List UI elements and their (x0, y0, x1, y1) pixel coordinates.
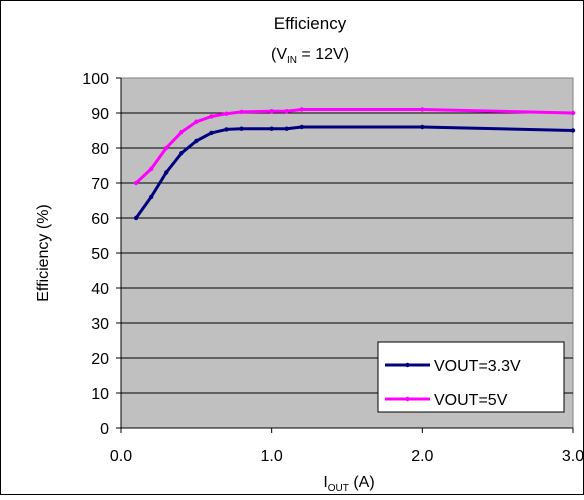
series-point-vout-3-3v-4 (194, 138, 199, 144)
subtitle-suffix: = 12V) (297, 46, 349, 63)
y-tick-label-90: 90 (91, 106, 109, 123)
series-point-vout-3-3v-11 (420, 124, 425, 130)
chart-subtitle: (VIN = 12V) (271, 46, 349, 66)
x-label-subscript: OUT (328, 483, 349, 494)
series-point-vout-5v-5 (209, 114, 214, 119)
legend-marker-vout-3-3v (405, 362, 410, 368)
legend: VOUT=3.3V VOUT=5V (377, 341, 565, 413)
series-point-vout-5v-6 (224, 111, 229, 116)
y-tick-label-0: 0 (100, 421, 109, 438)
subtitle-prefix: (V (271, 46, 287, 63)
series-point-vout-5v-8 (269, 109, 274, 114)
y-tick-label-70: 70 (91, 176, 109, 193)
x-axis-label: IOUT (A) (323, 474, 374, 494)
series-point-vout-5v-7 (239, 109, 244, 115)
x-tick-label-0: 0.0 (110, 448, 132, 465)
series-point-vout-5v-4 (194, 119, 199, 124)
series-point-vout-3-3v-9 (284, 126, 289, 131)
legend-marker-vout-5v (405, 396, 410, 402)
series-point-vout-5v-10 (299, 107, 304, 112)
y-tick-label-100: 100 (82, 71, 109, 88)
y-axis-label: Efficiency (%) (35, 204, 52, 302)
y-tick-label-60: 60 (91, 211, 109, 228)
x-label-suffix: (A) (349, 474, 375, 491)
series-point-vout-5v-0 (133, 180, 139, 186)
series-point-vout-3-3v-0 (133, 215, 139, 221)
series-point-vout-3-3v-2 (164, 170, 169, 175)
series-point-vout-3-3v-12 (570, 128, 576, 133)
y-tick-label-80: 80 (91, 141, 109, 158)
series-point-vout-5v-11 (420, 107, 425, 112)
y-tick-label-40: 40 (91, 281, 109, 298)
y-tick-label-30: 30 (91, 316, 109, 333)
series-point-vout-3-3v-1 (148, 194, 154, 200)
x-tick-label-2: 2.0 (411, 448, 433, 465)
x-axis-ticks: 0.0 1.0 2.0 3.0 (110, 427, 584, 465)
y-tick-label-20: 20 (91, 351, 109, 368)
series-point-vout-5v-2 (164, 145, 169, 151)
series-point-vout-5v-12 (570, 110, 576, 116)
legend-label-vout-3-3v: VOUT=3.3V (434, 358, 521, 375)
series-point-vout-3-3v-3 (179, 151, 184, 156)
chart-title: Efficiency (274, 14, 347, 33)
series-point-vout-5v-1 (148, 166, 154, 172)
data-series (133, 107, 576, 221)
series-point-vout-3-3v-5 (209, 130, 214, 136)
y-tick-label-10: 10 (91, 386, 109, 403)
x-label-main: I (323, 474, 327, 491)
subtitle-subscript: IN (287, 55, 297, 66)
series-point-vout-3-3v-7 (239, 126, 244, 131)
series-point-vout-3-3v-10 (299, 124, 304, 130)
series-point-vout-5v-9 (284, 109, 289, 114)
y-tick-label-50: 50 (91, 246, 109, 263)
series-point-vout-3-3v-6 (224, 127, 229, 132)
series-point-vout-5v-3 (179, 130, 184, 135)
x-tick-label-1: 1.0 (261, 448, 283, 465)
legend-label-vout-5v: VOUT=5V (434, 392, 508, 409)
x-tick-label-3: 3.0 (562, 448, 584, 465)
y-axis-ticks: 0 10 20 30 40 50 60 70 80 90 100 (82, 71, 122, 438)
series-point-vout-3-3v-8 (269, 126, 274, 131)
